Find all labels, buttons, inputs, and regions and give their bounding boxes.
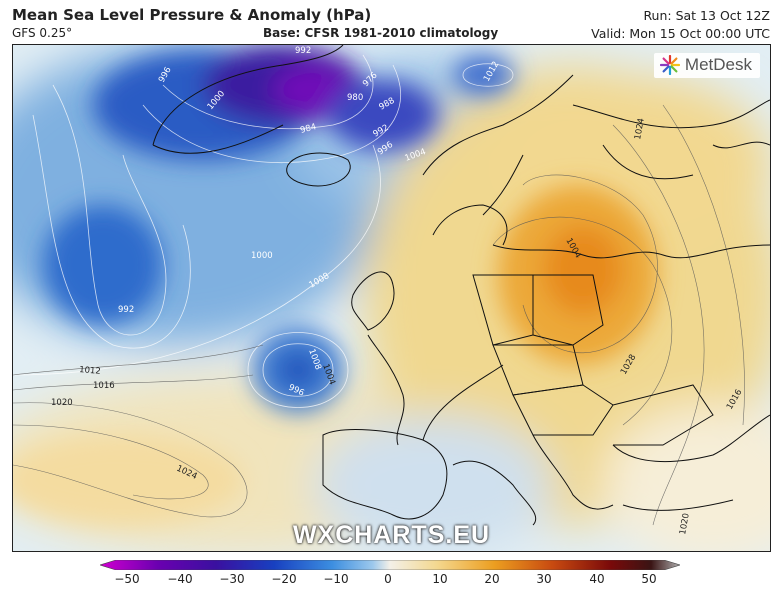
colorbar-tick: 20 bbox=[484, 572, 500, 586]
base-label: Base: CFSR 1981-2010 climatology bbox=[263, 26, 499, 40]
colorbar-tick: 30 bbox=[536, 572, 552, 586]
colorbar-tick: −30 bbox=[219, 572, 245, 586]
colorbar-tick: 50 bbox=[641, 572, 657, 586]
colorbar-tick: −20 bbox=[271, 572, 297, 586]
colorbar-tick: −50 bbox=[114, 572, 140, 586]
colorbar-tick: −10 bbox=[323, 572, 349, 586]
colorbar-ticks: −50 −40 −30 −20 −10 0 10 20 30 40 50 bbox=[0, 572, 784, 592]
isobar-label: 980 bbox=[347, 93, 363, 103]
isobar-label: 1020 bbox=[678, 512, 692, 535]
chart-title: Mean Sea Level Pressure & Anomaly (hPa) bbox=[12, 6, 372, 24]
colorbar-tick: 0 bbox=[384, 572, 392, 586]
isobars-dark bbox=[13, 104, 745, 526]
logo-text: MetDesk bbox=[684, 55, 752, 74]
isobar-label: 1016 bbox=[93, 381, 115, 391]
colorbar bbox=[100, 560, 680, 570]
run-time: Run: Sat 13 Oct 12Z bbox=[643, 8, 770, 23]
metdesk-logo: MetDesk bbox=[653, 53, 760, 78]
coastlines bbox=[152, 45, 770, 526]
model-label: GFS 0.25° bbox=[12, 26, 73, 40]
pressure-map[interactable]: 992 996 976 980 984 988 992 996 1004 100… bbox=[12, 44, 771, 552]
colorbar-tick: 40 bbox=[589, 572, 605, 586]
isobar-label: 992 bbox=[118, 305, 134, 315]
isobar-label: 1012 bbox=[79, 365, 101, 377]
colorbar-tick: 10 bbox=[432, 572, 448, 586]
isobars-blue bbox=[13, 54, 514, 408]
isobar-label: 1020 bbox=[51, 398, 73, 408]
map-canvas: 992 996 976 980 984 988 992 996 1004 100… bbox=[13, 45, 770, 551]
colorbar-tick: −40 bbox=[167, 572, 193, 586]
metdesk-starburst-icon bbox=[659, 55, 680, 75]
isobar-label: 1024 bbox=[633, 117, 647, 140]
isobar-label: 1000 bbox=[251, 251, 273, 261]
watermark: WXCHARTS.EU bbox=[292, 521, 491, 549]
isobar-label: 984 bbox=[299, 122, 317, 136]
valid-time: Valid: Mon 15 Oct 00:00 UTC bbox=[591, 26, 770, 41]
isobar-label: 992 bbox=[295, 46, 311, 56]
